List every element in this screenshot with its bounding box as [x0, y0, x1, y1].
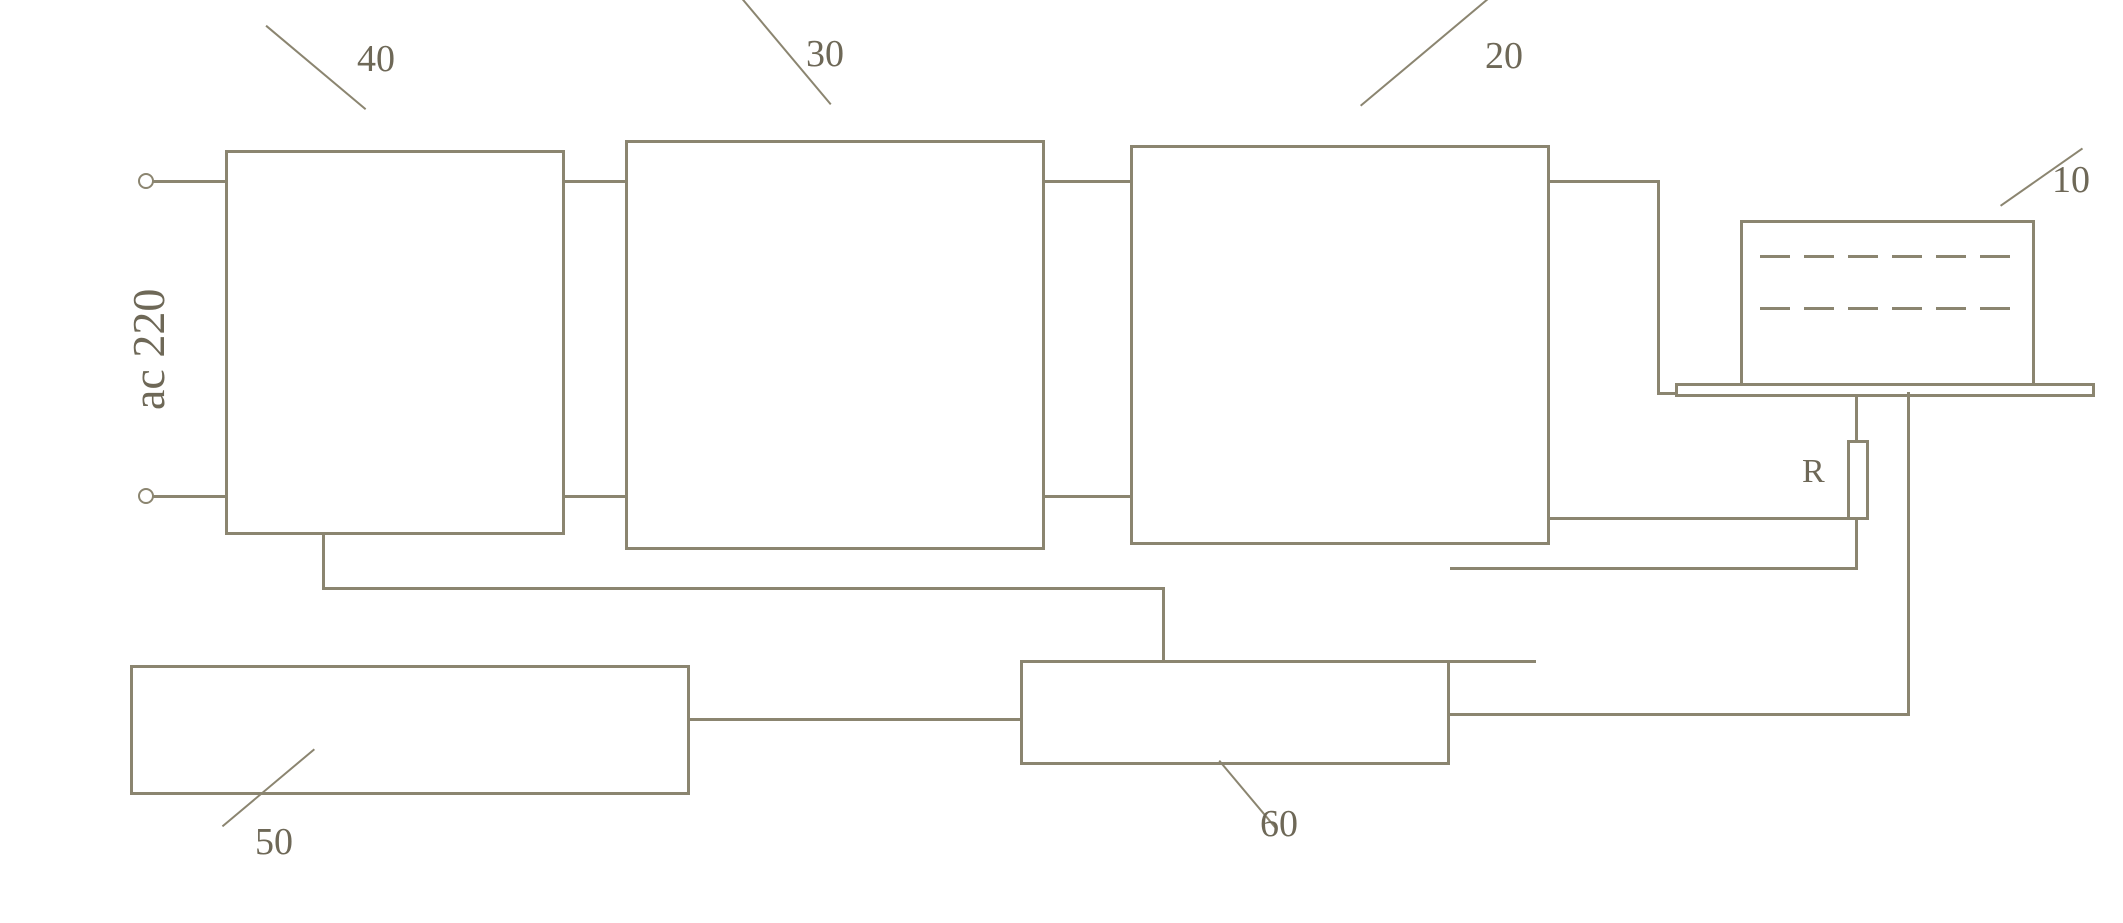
- label-50: 50: [255, 820, 293, 864]
- wire: [322, 587, 1165, 590]
- wire: [1855, 520, 1858, 570]
- label-r: R: [1802, 453, 1825, 491]
- input-terminal-top: [138, 173, 154, 189]
- block-40: [225, 150, 565, 535]
- label-10: 10: [2052, 158, 2090, 202]
- wire: [1045, 495, 1130, 498]
- plate: [1675, 383, 2095, 397]
- wire: [1550, 517, 1855, 520]
- liquid-line-1: [1760, 255, 2010, 258]
- block-20: [1130, 145, 1550, 545]
- wire: [1855, 397, 1858, 440]
- resistor-r: [1847, 440, 1869, 520]
- wire: [1550, 180, 1660, 183]
- wire: [322, 535, 325, 590]
- label-20: 20: [1485, 34, 1523, 78]
- wire: [690, 718, 1020, 721]
- leader-line: [1360, 0, 1499, 107]
- block-30: [625, 140, 1045, 550]
- wire: [1045, 180, 1130, 183]
- input-source-label: ac 220: [122, 260, 172, 410]
- wire: [565, 495, 625, 498]
- wire: [1450, 567, 1858, 570]
- block-60: [1020, 660, 1450, 765]
- wire: [1660, 392, 1675, 395]
- wire: [1907, 392, 1910, 716]
- wire: [1657, 180, 1660, 395]
- wire: [1450, 660, 1536, 663]
- wire: [153, 495, 225, 498]
- wire: [153, 180, 225, 183]
- leader-line: [265, 25, 366, 110]
- label-40: 40: [357, 37, 395, 81]
- input-terminal-bottom: [138, 488, 154, 504]
- liquid-line-2: [1760, 307, 2010, 310]
- wire: [1533, 660, 1536, 663]
- label-30: 30: [806, 32, 844, 76]
- block-diagram: ac 220 40 30 20 10 50 60 R: [20, 20, 2123, 903]
- block-50: [130, 665, 690, 795]
- label-60: 60: [1260, 802, 1298, 846]
- wire: [1162, 587, 1165, 660]
- container-10: [1740, 220, 2035, 385]
- wire: [565, 180, 625, 183]
- wire: [1450, 713, 1910, 716]
